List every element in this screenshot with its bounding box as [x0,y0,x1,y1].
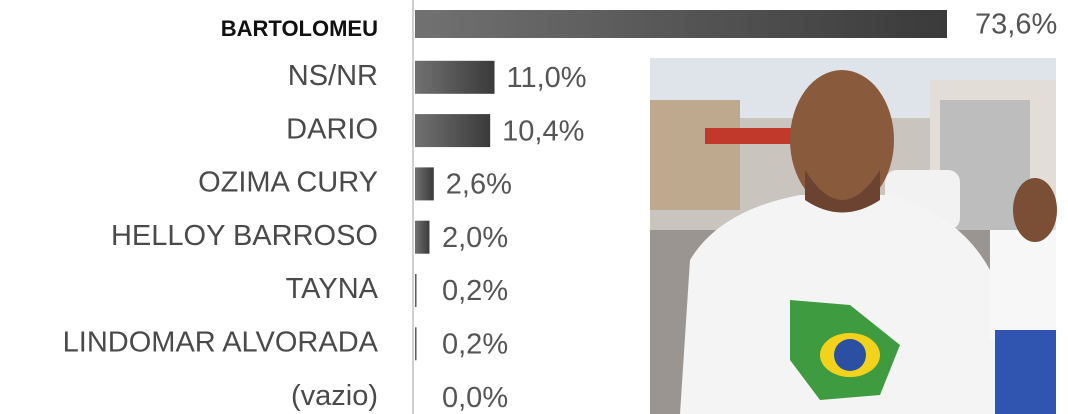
photo [650,58,1057,414]
category-label: OZIMA CURY [198,167,378,199]
bar [415,274,417,307]
value-label: 0,2% [442,328,508,360]
bar [415,114,491,148]
value-label: 0,2% [442,275,508,307]
category-label: HELLOY BARROSO [111,220,378,252]
value-label: 2,0% [442,222,508,254]
category-label: LINDOMAR ALVORADA [63,326,379,358]
value-label: 73,6% [975,9,1057,41]
bar [415,220,430,254]
bar [415,167,434,201]
value-label: 11,0% [507,62,587,94]
bar [415,327,417,361]
bar [415,10,947,38]
bar [415,60,495,94]
value-label: 2,6% [446,169,512,201]
category-label: BARTOLOMEU [221,16,378,41]
category-label: (vazio) [291,380,378,412]
category-label: DARIO [286,113,378,145]
value-label: 10,4% [502,115,584,147]
value-label: 0,0% [442,382,508,414]
category-label: TAYNA [286,273,379,305]
category-label: NS/NR [288,60,378,92]
